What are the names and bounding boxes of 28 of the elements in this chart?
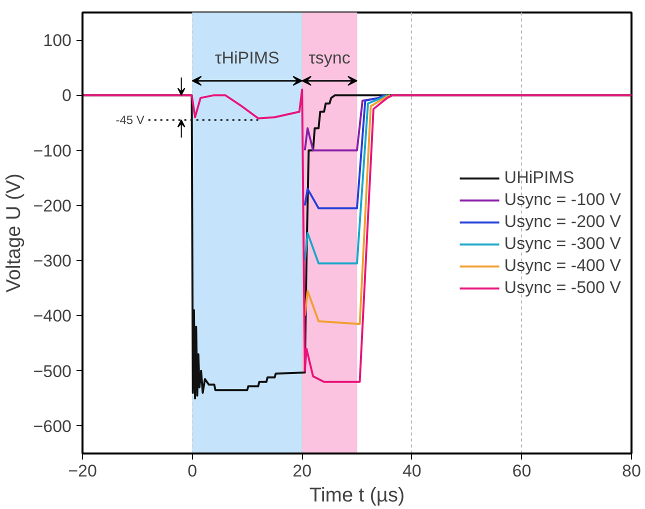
y-tick-label: −100 (33, 141, 72, 160)
band-label: τHiPIMS (215, 48, 280, 68)
legend-label: Usync = -400 V (504, 254, 621, 276)
x-tick-label: 60 (512, 462, 532, 480)
legend-label: Usync = -100 V (504, 188, 621, 210)
legend-label: UHiPIMS (504, 166, 574, 188)
y-tick-label: −300 (33, 252, 72, 271)
x-axis-title: Time t (µs) (309, 484, 405, 506)
y-tick-label: 100 (43, 31, 72, 50)
legend-label: Usync = -300 V (504, 232, 621, 254)
y-tick-label: −400 (33, 306, 72, 326)
x-tick-label: −20 (68, 462, 97, 480)
x-tick-label: 40 (402, 462, 422, 480)
y-tick-label: −200 (33, 196, 72, 216)
band-label: τsync (308, 48, 351, 68)
legend-label: Usync = -500 V (504, 276, 621, 298)
line-series (304, 94, 391, 325)
x-tick-label: 20 (292, 462, 312, 480)
y-tick-label: −600 (33, 416, 72, 436)
legend-label: Usync = -200 V (504, 210, 621, 232)
line-series (304, 94, 388, 264)
x-tick-label: 80 (622, 462, 641, 480)
x-tick-label: 0 (188, 462, 198, 480)
y-tick-label: −500 (33, 362, 72, 381)
line-series (304, 94, 386, 210)
y-tick-label: 0 (62, 86, 72, 106)
y-axis-title: Voltage U (V) (3, 174, 26, 292)
ref-line-label: -45 V (116, 112, 144, 127)
